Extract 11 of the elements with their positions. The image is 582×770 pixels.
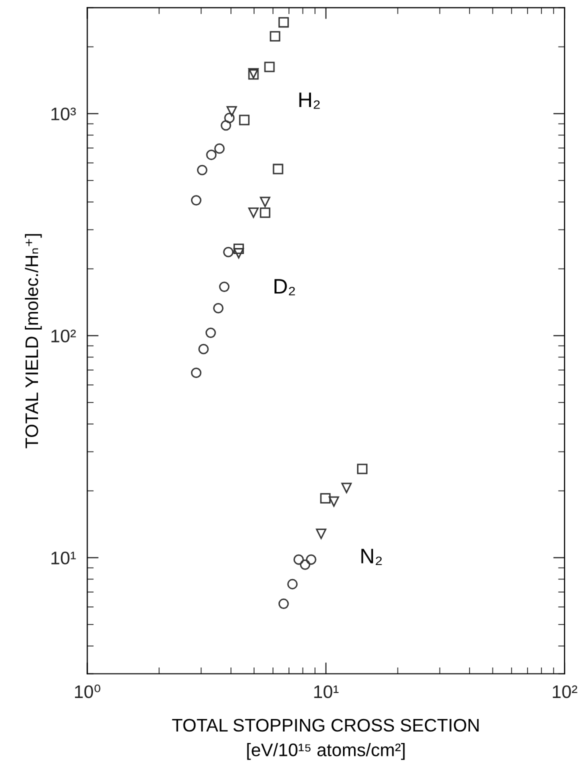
x-tick-label: 10¹ [314,685,339,698]
annotation: N₂ [361,548,382,566]
x-axis-title: TOTAL STOPPING CROSS SECTION [eV/10¹⁵ atoms/cm²] [172,718,479,760]
y-axis-title: TOTAL YIELD [molec./Hₙ⁺] [24,234,42,448]
x-tick-label: 10⁰ [75,684,100,698]
y-tick-label: 10¹ [51,552,76,564]
annotation: D₂ [274,279,295,296]
y-tick-label: 10² [51,330,76,342]
x-tick-label: 10² [552,685,578,698]
y-tick-label: 10³ [51,108,76,120]
annotation: H₂ [299,92,320,109]
